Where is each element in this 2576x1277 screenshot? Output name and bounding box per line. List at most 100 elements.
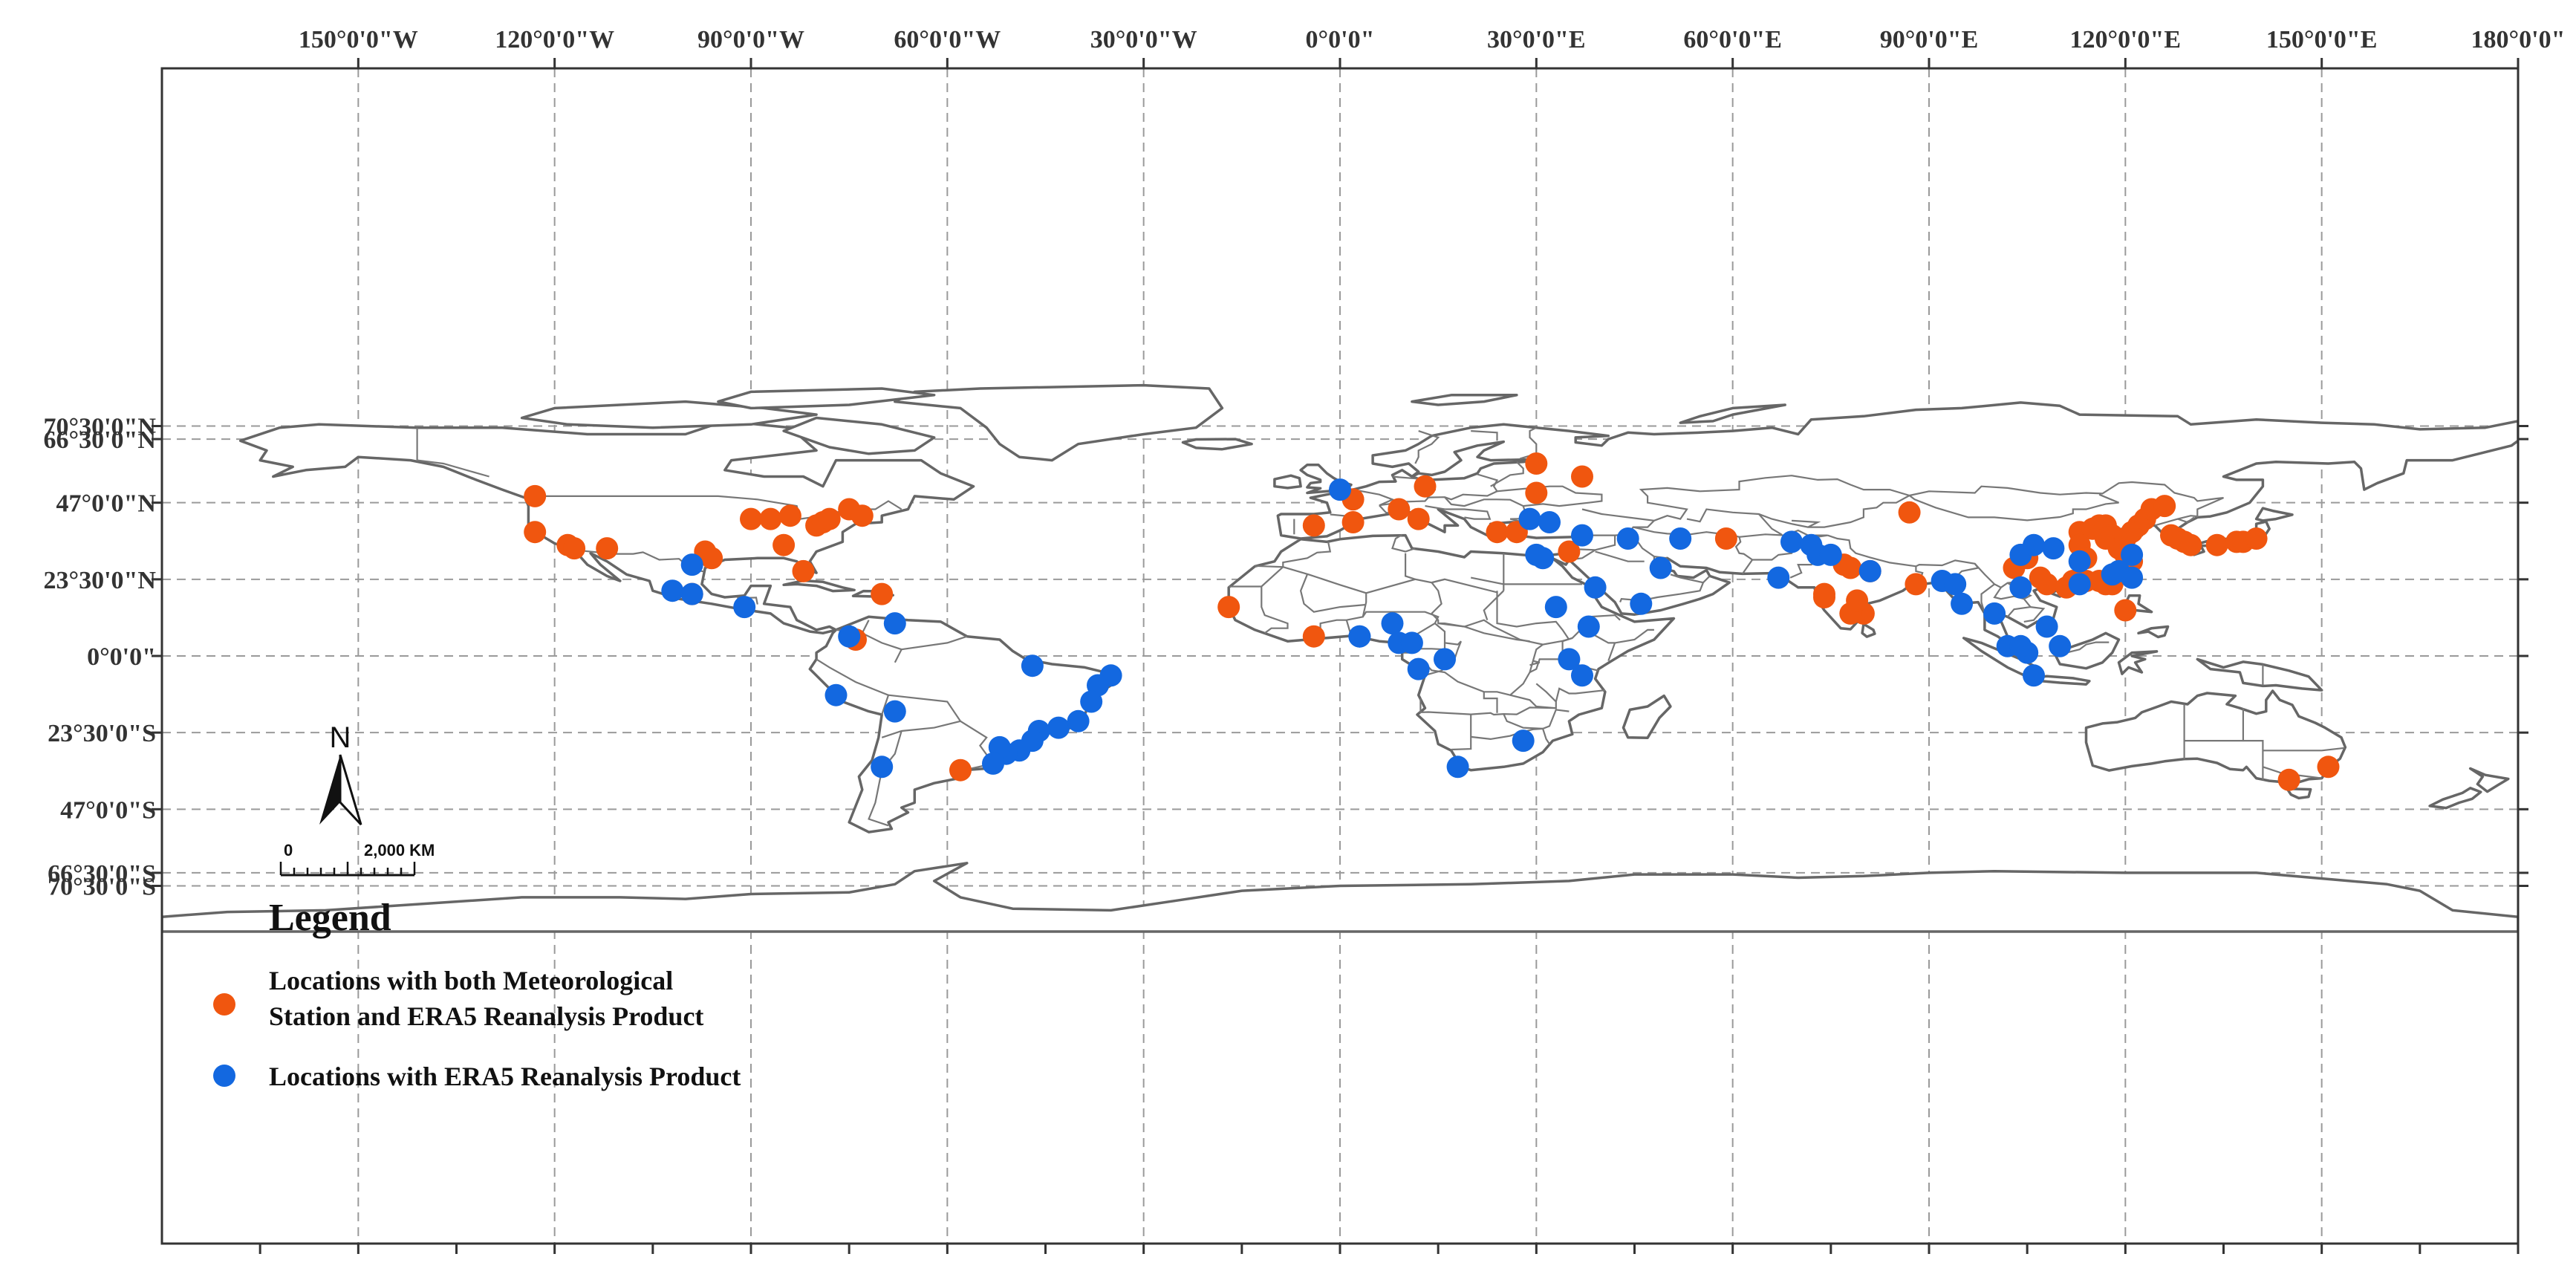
era5-only-point [1047,716,1070,739]
station-era5-point [1486,521,1509,544]
era5-only-point [1944,573,1967,596]
station-era5-point [1302,514,1325,537]
station-era5-point [2277,768,2300,791]
station-era5-point [1898,501,1921,524]
left-axis-label: 66°30'0"N [44,426,157,454]
sri-lanka [1861,623,1876,638]
station-era5-point [818,507,841,530]
era5-only-point [2121,543,2144,566]
station-era5-point [1388,498,1411,521]
era5-only-point [1532,547,1555,570]
top-axis-label: 150°0'0"W [299,26,418,53]
eurasia [1227,401,2518,772]
era5-only-point [661,579,684,602]
ireland [1273,474,1302,490]
scandinavia-inner [1411,440,1538,481]
scale-start-label: 0 [284,841,293,860]
station-era5-point [2205,533,2228,556]
era5-only-point [883,700,906,723]
station-era5-point [1839,556,1862,579]
legend-blue-dot-icon [213,1065,235,1087]
station-era5-point [2179,533,2202,556]
scale-bar: 0 2,000 KM [279,841,435,877]
station-era5-point [778,504,801,527]
top-axis-label: 120°0'0"E [2070,26,2182,53]
left-axis-label: 47°0'0"S [60,796,156,824]
era5-only-point [1080,690,1103,713]
legend-item-2-label: Locations with ERA5 Reanalysis Product [269,1062,741,1091]
era5-only-point [1518,507,1541,530]
era5-only-point [1329,478,1351,501]
era5-only-point [2068,573,2091,596]
legend-orange-dot-icon [213,993,235,1016]
station-era5-point [596,537,619,560]
era5-only-point [838,625,861,648]
station-era5-point [1813,586,1835,608]
iceland [1181,438,1253,451]
station-era5-point [1558,540,1581,563]
left-axis-label: 23°30'0"N [44,567,157,594]
north-arrow-icon [319,755,340,825]
top-axis-label: 30°0'0"E [1487,26,1586,53]
top-axis-label: 180°0'0" [2471,26,2566,53]
sulawesi [2117,650,2159,675]
axis-ticks [152,58,2528,1254]
station-era5-point [792,559,815,582]
north-america [238,420,975,635]
arctic-islands-1 [520,400,818,429]
era5-only-point [1649,556,1672,579]
era5-only-point [1616,527,1639,550]
station-era5-point [1217,596,1240,619]
top-axis-label: 150°0'0"E [2266,26,2378,53]
north-arrow-label: N [330,721,351,754]
station-era5-point [2035,573,2058,596]
era5-only-point [1577,615,1600,638]
era5-only-point [2035,615,2058,638]
top-axis-label: 120°0'0"W [495,26,614,53]
station-era5-point [773,533,796,556]
station-era5-point [1525,452,1548,475]
era5-only-point [2009,576,2032,599]
era5-only-point [1571,524,1593,547]
station-era5-point [1414,475,1437,498]
legend-item-1-line-1: Locations with both Meteorological [269,966,673,995]
station-era5-point [2114,599,2137,622]
location-points [524,452,2340,791]
station-era5-point [1846,589,1869,612]
era5-only-point [2009,634,2032,657]
top-axis-label: 0°0'0" [1306,26,1375,53]
left-axis-label: 70°30'0"S [48,873,156,900]
era5-only-point [1819,543,1842,566]
era5-only-point [2042,537,2065,560]
north-arrow: N [319,721,362,826]
station-era5-point [2317,756,2340,779]
era5-only-point [1434,648,1456,671]
era5-only-point [1348,625,1371,648]
legend-item-1-line-2: Station and ERA5 Reanalysis Product [269,1001,703,1031]
era5-only-point [2049,634,2072,657]
station-era5-point [524,484,547,507]
era5-only-point [1571,664,1593,687]
era5-only-point [2121,566,2144,589]
new-zealand-south [2428,787,2482,810]
left-axis-label: 47°0'0"N [56,490,157,518]
era5-only-point [1951,592,1974,615]
station-era5-point [871,582,894,605]
station-era5-point [1302,625,1325,648]
era5-only-point [1558,648,1581,671]
era5-only-point [1407,657,1430,680]
novaya-zemlya [1679,403,1786,424]
left-axis-label: 23°30'0"S [48,720,156,747]
station-era5-point [2245,527,2268,550]
cuba [782,579,856,593]
station-era5-point [1525,481,1548,504]
era5-only-point [1767,566,1790,589]
australia [2084,689,2347,784]
top-axis-label: 60°0'0"E [1683,26,1782,53]
era5-only-point [1021,654,1044,678]
era5-only-point [1400,631,1423,654]
tasmania [2286,787,2312,800]
greenland [894,383,1224,462]
antarctica [162,862,2518,933]
station-era5-point [759,507,782,530]
